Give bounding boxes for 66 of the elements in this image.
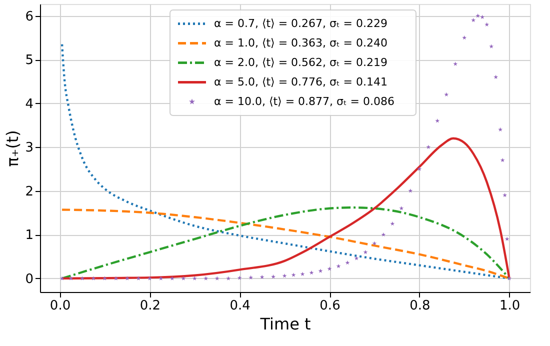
- x-tick-label: 0.4: [230, 298, 250, 314]
- point: [136, 276, 141, 280]
- x-tick-label: 1.0: [499, 298, 520, 314]
- point: [60, 276, 64, 280]
- point: [80, 276, 84, 280]
- point: [462, 35, 467, 40]
- point: [192, 276, 197, 280]
- point: [480, 14, 485, 20]
- point: [226, 276, 231, 280]
- point: [158, 276, 164, 280]
- point: [345, 260, 350, 265]
- point: [408, 188, 413, 193]
- point: [309, 270, 314, 275]
- y-tick-label: 4: [25, 96, 34, 112]
- legend-label: α = 1.0, ⟨t⟩ = 0.363, σₜ = 0.240: [214, 36, 388, 50]
- point: [147, 276, 152, 280]
- y-tick-label: 1: [25, 228, 34, 244]
- y-tick-label: 6: [25, 9, 34, 24]
- point: [498, 127, 503, 132]
- point: [291, 272, 296, 277]
- point: [248, 275, 254, 280]
- y-tick-label: 0: [25, 272, 34, 287]
- point: [336, 264, 341, 268]
- point: [444, 92, 449, 96]
- x-tick-label: 0.8: [410, 298, 430, 314]
- point: [124, 276, 130, 280]
- point: [500, 158, 505, 162]
- point: [327, 266, 332, 271]
- point: [435, 118, 440, 123]
- x-tick-label: 0.0: [50, 298, 71, 314]
- point: [204, 276, 208, 280]
- point: [102, 276, 107, 280]
- point: [354, 256, 359, 260]
- point: [476, 13, 480, 18]
- x-tick-label: 0.2: [140, 298, 161, 314]
- x-axis-title: Time t: [259, 314, 311, 334]
- legend-label: α = 5.0, ⟨t⟩ = 0.776, σₜ = 0.141: [214, 75, 388, 88]
- legend-label: α = 0.7, ⟨t⟩ = 0.267, σₜ = 0.229: [214, 16, 388, 30]
- point: [271, 274, 276, 279]
- point: [68, 276, 74, 280]
- point: [170, 276, 174, 280]
- x-tick-label: 0.6: [320, 298, 340, 314]
- point: [471, 18, 476, 22]
- point: [114, 276, 118, 280]
- legend-label: α = 10.0, ⟨t⟩ = 0.877, σₜ = 0.086: [214, 94, 394, 108]
- point: [214, 276, 220, 280]
- point: [282, 273, 287, 278]
- point: [181, 276, 186, 280]
- point: [453, 62, 458, 66]
- legend-label: α = 2.0, ⟨t⟩ = 0.562, σₜ = 0.219: [214, 56, 388, 69]
- y-tick-label: 5: [25, 53, 34, 68]
- point: [372, 241, 377, 246]
- point: [399, 206, 404, 210]
- point: [390, 221, 395, 226]
- point: [494, 74, 498, 79]
- y-tick-label: 3: [25, 140, 34, 156]
- point: [363, 250, 368, 254]
- point: [507, 276, 512, 280]
- line-series: [60, 137, 510, 280]
- point: [484, 22, 490, 26]
- point: [489, 44, 494, 48]
- y-tick-label: 2: [25, 184, 34, 200]
- point: [502, 192, 508, 198]
- y-axis-title: π₊(t): [3, 130, 22, 167]
- point: [91, 276, 96, 280]
- point: [426, 144, 431, 150]
